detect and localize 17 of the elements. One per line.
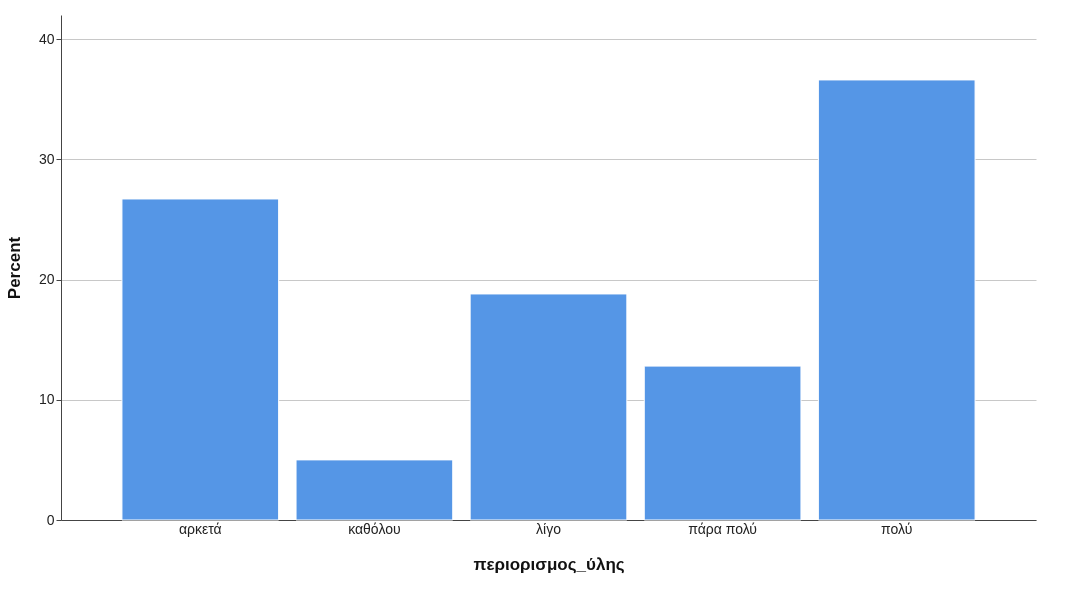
y-tick-label: 30 — [38, 150, 55, 167]
bar — [643, 365, 802, 521]
y-tick-label: 20 — [38, 271, 55, 288]
x-axis-title: περιορισμος_ύλης — [473, 554, 625, 574]
x-tick-label: πολύ — [881, 520, 913, 537]
x-tick-label: πάρα πολύ — [688, 520, 758, 537]
bar — [817, 79, 976, 521]
y-axis-title: Percent — [4, 236, 24, 300]
x-tick-label: αρκετά — [178, 520, 222, 537]
bar — [295, 459, 454, 521]
y-tick-label: 40 — [38, 30, 55, 47]
bar — [121, 198, 280, 521]
x-tick-label: καθόλου — [348, 520, 401, 537]
y-tick-label: 0 — [46, 511, 55, 528]
x-tick-label: λίγο — [536, 520, 562, 537]
y-tick-label: 10 — [38, 391, 55, 408]
bar — [469, 293, 628, 521]
